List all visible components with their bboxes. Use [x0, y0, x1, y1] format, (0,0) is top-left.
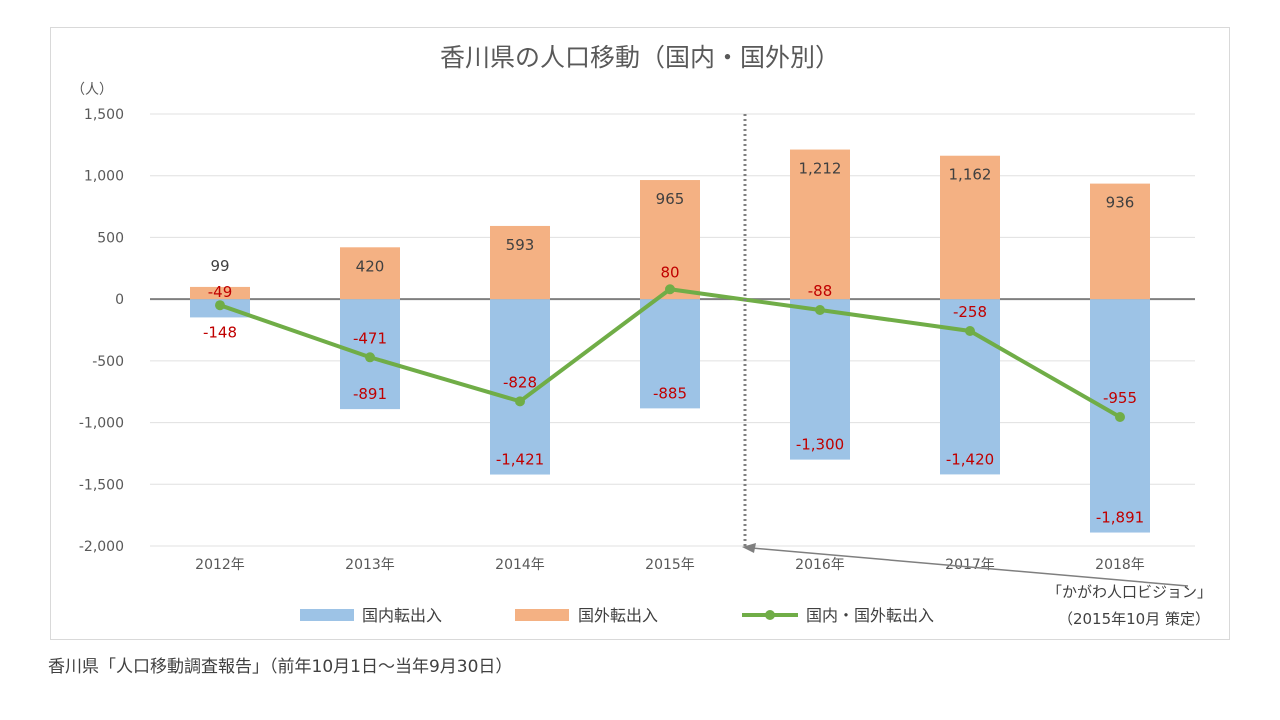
source-note: 香川県「人口移動調査報告」（前年10月1日～当年9月30日） — [48, 657, 513, 677]
data-label-total: -88 — [808, 282, 833, 300]
data-label-domestic: -1,300 — [796, 436, 844, 454]
legend-label-foreign: 国外転出入 — [578, 606, 658, 625]
bar-domestic — [640, 299, 700, 409]
y-tick-label: 1,000 — [84, 169, 124, 185]
y-tick-label: 500 — [97, 230, 124, 246]
data-label-domestic: -1,420 — [946, 450, 994, 468]
data-label-domestic: -1,891 — [1096, 509, 1144, 527]
annotation-arrow — [751, 547, 1189, 587]
x-tick-label: 2018年 — [1095, 557, 1145, 573]
bar-domestic — [790, 299, 850, 460]
line-point-total — [815, 305, 825, 316]
bar-foreign — [1090, 183, 1150, 300]
legend-marker-total — [765, 610, 775, 620]
data-label-domestic: -891 — [353, 385, 387, 403]
line-point-total — [665, 284, 675, 295]
data-label-foreign: 965 — [656, 190, 685, 208]
x-tick-label: 2016年 — [795, 557, 845, 573]
x-tick-label: 2012年 — [195, 557, 245, 573]
legend: 国内転出入 国外転出入 国内・国外転出入 — [300, 606, 934, 625]
y-tick-label: -2,000 — [79, 539, 124, 555]
arrow-head — [742, 543, 756, 553]
data-label-domestic: -1,421 — [496, 451, 544, 469]
line-point-total — [365, 352, 375, 363]
legend-swatch-foreign — [515, 609, 569, 621]
data-label-total: -828 — [503, 373, 537, 391]
data-label-foreign: 420 — [356, 257, 385, 275]
bar-foreign — [190, 286, 250, 300]
data-label-total: -471 — [353, 329, 387, 347]
line-point-total — [215, 300, 225, 311]
data-label-foreign: 936 — [1106, 194, 1135, 212]
data-label-foreign: 593 — [506, 236, 535, 254]
x-tick-label: 2015年 — [645, 557, 695, 573]
y-tick-label: 0 — [115, 292, 124, 308]
y-tick-label: -500 — [92, 354, 124, 370]
data-label-foreign: 1,162 — [949, 166, 992, 184]
x-tick-label: 2017年 — [945, 557, 995, 573]
annotation-line2: （2015年10月 策定） — [1058, 610, 1210, 628]
x-tick-label: 2013年 — [345, 557, 395, 573]
bar-foreign — [340, 247, 400, 300]
legend-swatch-domestic — [300, 609, 354, 621]
y-tick-label: -1,000 — [79, 416, 124, 432]
data-label-foreign: 1,212 — [799, 160, 842, 178]
annotation-line1: 「かがわ人口ビジョン」 — [1047, 583, 1212, 601]
bar-foreign — [490, 225, 550, 300]
legend-label-total: 国内・国外転出入 — [806, 606, 934, 625]
x-tick-label: 2014年 — [495, 557, 545, 573]
chart-frame — [50, 27, 1230, 640]
line-point-total — [965, 325, 975, 336]
legend-label-domestic: 国内転出入 — [362, 606, 442, 625]
bar-domestic — [940, 299, 1000, 475]
data-label-domestic: -885 — [653, 384, 687, 402]
y-tick-label: 1,500 — [84, 107, 124, 123]
line-point-total — [515, 396, 525, 407]
data-label-total: -49 — [208, 283, 233, 301]
data-label-total: -955 — [1103, 389, 1137, 407]
data-label-total: -258 — [953, 303, 987, 321]
data-label-total: 80 — [660, 263, 679, 281]
bar-foreign — [790, 149, 850, 300]
data-label-domestic: -148 — [203, 323, 237, 341]
y-tick-label: -1,500 — [79, 477, 124, 493]
line-point-total — [1115, 412, 1125, 423]
data-label-foreign: 99 — [210, 257, 229, 275]
bar-foreign — [640, 180, 700, 300]
bar-foreign — [940, 155, 1000, 300]
chart-title: 香川県の人口移動（国内・国外別） — [440, 43, 840, 72]
y-axis-unit: （人） — [71, 82, 113, 98]
